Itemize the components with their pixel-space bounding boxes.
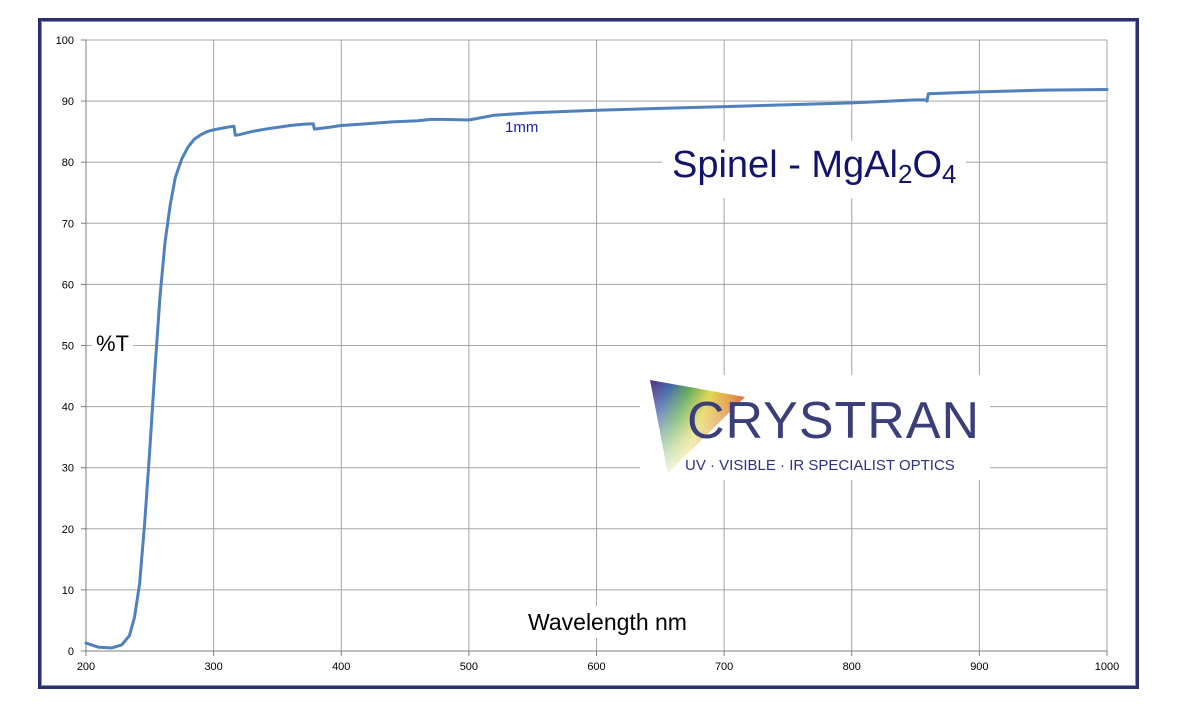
prism-spectrum-icon	[650, 380, 745, 473]
x-tick-label-400: 400	[332, 661, 350, 673]
axes	[81, 39, 1108, 656]
logo-tagline: UV · VISIBLE · IR SPECIALIST OPTICS	[685, 457, 955, 474]
series-line-1	[84, 88, 1109, 650]
title-subscript-2: 2	[897, 159, 913, 189]
title-main: Spinel - MgAl	[672, 144, 898, 186]
y-tick-label-10: 10	[62, 585, 74, 597]
logo-wordmark: CRYSTRAN	[687, 392, 981, 450]
y-tick-label-80: 80	[62, 157, 74, 169]
grid-lines	[85, 39, 1108, 652]
y-tick-label-50: 50	[62, 341, 74, 353]
y-tick-labels: 0 10 20 30 40 50 60 70 80 90 100	[56, 35, 74, 658]
x-tick-label-700: 700	[715, 661, 733, 673]
series-group	[84, 88, 1109, 650]
title-oxygen: O	[912, 144, 943, 186]
y-tick-label-60: 60	[62, 279, 74, 291]
chart-title: Spinel - MgAl2O4	[662, 141, 967, 198]
y-tick-label-90: 90	[62, 96, 74, 108]
series-label-1mm: 1mm	[505, 119, 539, 136]
y-tick-label-30: 30	[62, 463, 74, 475]
y-tick-label-40: 40	[62, 402, 74, 414]
x-tick-label-500: 500	[460, 661, 478, 673]
x-tick-label-900: 900	[970, 661, 988, 673]
x-tick-label-600: 600	[587, 661, 605, 673]
x-axis-label: Wavelength nm	[520, 606, 695, 638]
y-tick-label-20: 20	[62, 524, 74, 536]
title-subscript-4: 4	[942, 159, 957, 189]
y-tick-label-0: 0	[68, 646, 74, 658]
y-tick-label-100: 100	[56, 35, 74, 47]
x-tick-labels: 200 300 400 500 600 700 800 900 1000	[77, 661, 1119, 673]
y-tick-label-70: 70	[62, 218, 74, 230]
x-tick-label-300: 300	[204, 661, 222, 673]
x-tick-label-200: 200	[77, 661, 95, 673]
y-axis-label: %T	[92, 330, 133, 358]
crystran-logo: CRYSTRAN UV · VISIBLE · IR SPECIALIST OP…	[640, 375, 990, 480]
x-tick-label-1000: 1000	[1095, 661, 1119, 673]
x-tick-label-800: 800	[843, 661, 861, 673]
